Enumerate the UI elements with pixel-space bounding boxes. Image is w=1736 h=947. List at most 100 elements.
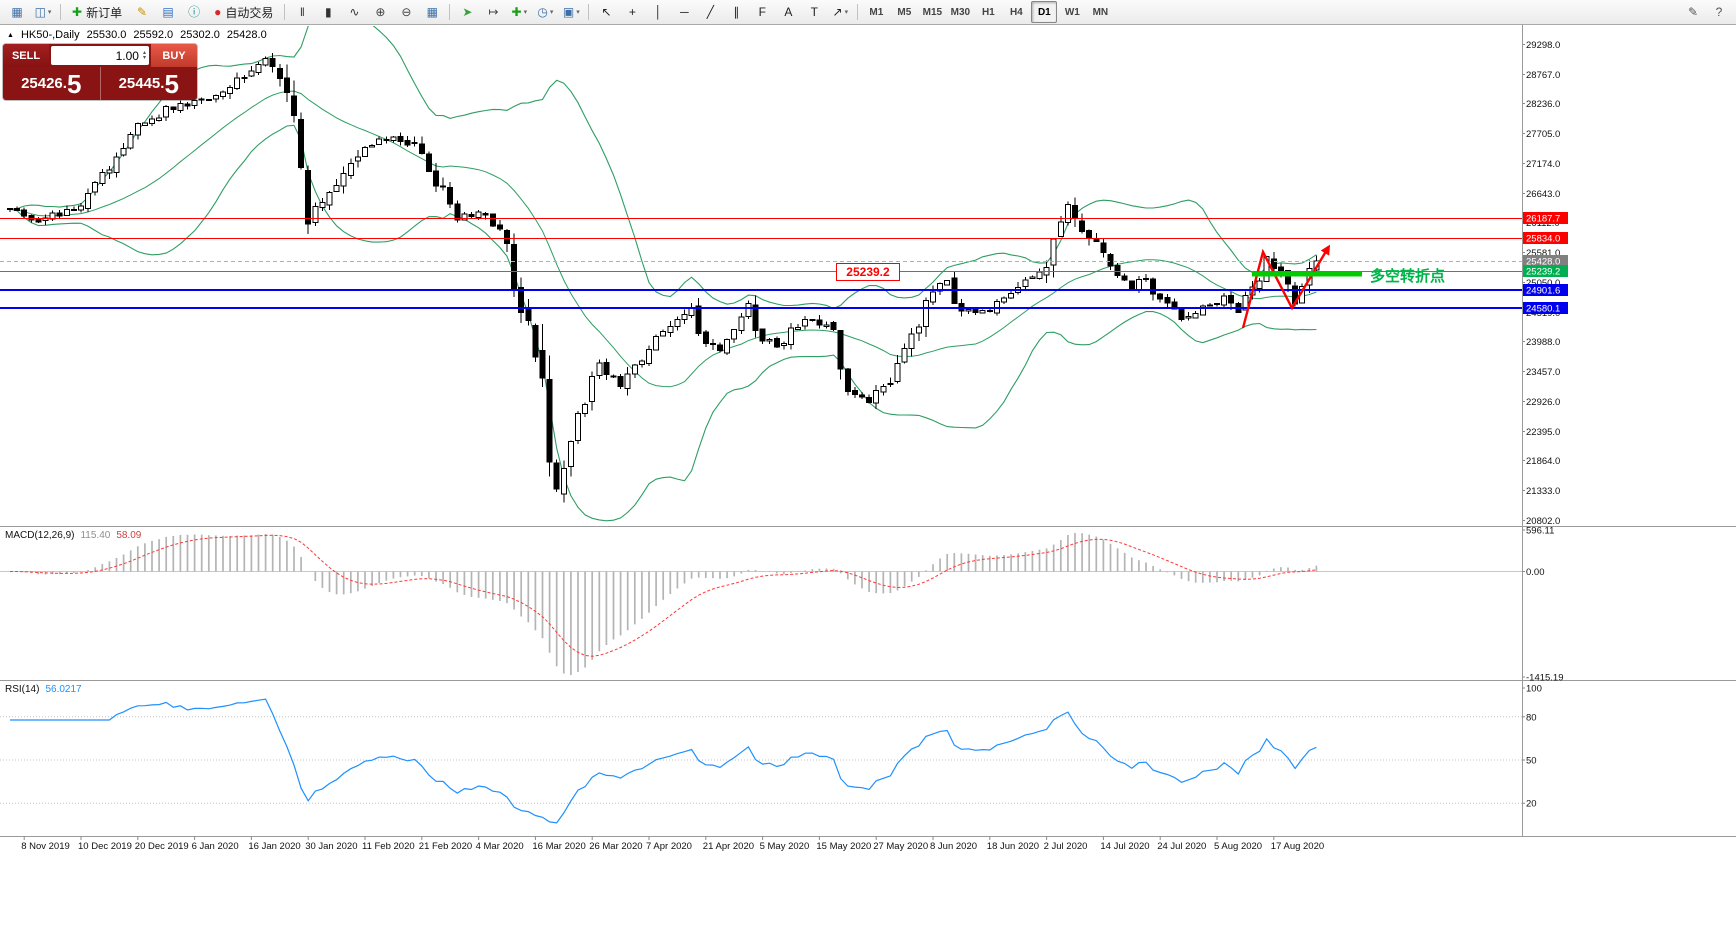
templates-button[interactable]: ▣ ▾ [559,1,583,23]
new-order-icon: ✚ [72,5,83,19]
edit-button[interactable]: ✎ [1681,1,1705,23]
profiles-button[interactable]: ◫ ▾ [31,1,55,23]
rsi-name: RSI(14) [5,684,40,695]
main-chart-drawing [7,26,1320,522]
svg-text:50: 50 [1526,756,1537,767]
text-tool-icon: A [784,5,793,19]
svg-text:20: 20 [1526,799,1537,810]
help-button[interactable]: ? [1707,1,1731,23]
templates-caret-icon[interactable]: ▾ [576,9,580,16]
rsi-value: 56.0217 [45,684,82,695]
indicators-button[interactable]: ✚ ▾ [507,1,531,23]
auto-scroll-button[interactable]: ➤ [455,1,479,23]
bollinger-middle [9,90,1317,388]
zoom-in-button[interactable]: ⊕ [368,1,392,23]
svg-text:2 Jul 2020: 2 Jul 2020 [1044,841,1088,852]
indicators-caret-icon[interactable]: ▾ [523,9,528,16]
timeframe-w1-button[interactable]: W1 [1064,6,1080,18]
price-flag-25239[interactable]: 25239.2 [836,263,900,281]
channel-tool-button[interactable]: ∥ [724,1,748,23]
timeframe-m15-button[interactable]: M15 [922,6,943,18]
market-watch-button[interactable]: ▤ [156,1,180,23]
horizontal-line-tool-icon: ─ [680,5,689,19]
timeframe-h4-button[interactable]: H4 [1009,6,1023,18]
svg-text:25239.2: 25239.2 [1526,267,1560,278]
price-tag-25834.0 [1523,232,1568,244]
macd-panel-plot[interactable] [0,527,1522,680]
buy-price[interactable]: 25445. 5 [99,67,198,100]
tile-windows-button[interactable]: ▦ [420,1,444,23]
price-tag-25239.2 [1523,265,1568,277]
main-chart-plot[interactable] [0,26,1522,525]
tile-windows-icon: ▦ [426,5,439,19]
rsi-line [10,698,1317,824]
buy-button[interactable]: BUY [151,44,197,67]
timeframe-m30-button[interactable]: M30 [950,6,971,18]
data-window-button[interactable]: ⓘ [182,1,206,23]
timeframe-mn-button[interactable]: MN [1092,6,1109,18]
arrows-tool-caret-icon[interactable]: ▾ [844,9,849,16]
volume-down-arrow-icon[interactable]: ▾ [142,54,146,61]
one-click-panel-toggle[interactable]: ▲ [7,31,14,39]
rsi-panel-plot[interactable] [0,681,1522,836]
svg-text:14 Jul 2020: 14 Jul 2020 [1100,841,1149,852]
fibonacci-tool-button[interactable]: F [750,1,774,23]
volume-arrows[interactable]: ▴ ▾ [142,49,146,61]
periods-button[interactable]: ◷ ▾ [533,1,557,23]
svg-text:-1415.19: -1415.19 [1526,673,1564,684]
autotrading-button[interactable]: ● 自动交易 [208,1,279,23]
sell-price[interactable]: 25426. 5 [21,68,82,99]
volume-value[interactable]: 1.00 [115,48,139,63]
price-tag-24901.6 [1523,284,1568,296]
price-axis[interactable] [1522,25,1736,836]
bollinger-upper [9,26,1317,310]
cursor-tool-button[interactable]: ↖ [594,1,618,23]
volume-spinner[interactable]: 1.00 ▴ ▾ [51,46,149,65]
time-axis[interactable] [0,837,1522,858]
label-tool-button[interactable]: T [802,1,826,23]
line-chart-mode-button[interactable]: ∿ [342,1,366,23]
volume-up-arrow-icon[interactable]: ▴ [142,49,146,56]
svg-text:596.11: 596.11 [1526,526,1554,537]
svg-text:11 Feb 2020: 11 Feb 2020 [362,841,415,852]
new-order-label: 新订单 [86,5,123,20]
svg-text:21864.0: 21864.0 [1526,456,1560,467]
timeframe-d1-button[interactable]: D1 [1031,1,1058,23]
svg-text:24901.6: 24901.6 [1526,286,1560,297]
svg-text:26187.7: 26187.7 [1526,214,1560,225]
svg-text:29298.0: 29298.0 [1526,40,1560,51]
text-tool-button[interactable]: A [776,1,800,23]
periods-caret-icon[interactable]: ▾ [549,9,554,16]
candlestick-mode-button[interactable]: ▮ [316,1,340,23]
chart-header: ▲ HK50-,Daily 25530.0 25592.0 25302.0 25… [7,29,267,41]
timeframe-m5-button[interactable]: M5 [897,6,912,18]
vertical-line-tool-button[interactable]: │ [646,1,670,23]
crosshair-tool-button[interactable]: + [620,1,644,23]
horizontal-line-tool-button[interactable]: ─ [672,1,696,23]
toolbar-separator [449,4,451,20]
timeframe-h1-button[interactable]: H1 [981,6,995,18]
periods-icon: ◷ [537,5,548,19]
chart-shift-button[interactable]: ↦ [481,1,505,23]
svg-text:20802.0: 20802.0 [1526,516,1560,527]
trendline-tool-button[interactable]: ╱ [698,1,722,23]
svg-text:25834.0: 25834.0 [1526,234,1560,245]
arrows-tool-button[interactable]: ↗ ▾ [828,1,852,23]
svg-text:20 Dec 2019: 20 Dec 2019 [135,841,189,852]
bar-chart-mode-button[interactable]: ‖ [290,1,314,23]
zigzag-annotation[interactable] [1241,244,1331,329]
ohlc-close: 25428.0 [226,29,267,41]
metaeditor-button[interactable]: ✎ [130,1,154,23]
new-order-button[interactable]: ✚ 新订单 [66,1,128,23]
timeframe-m1-button[interactable]: M1 [869,6,884,18]
auto-scroll-icon: ➤ [462,5,473,19]
svg-text:27174.0: 27174.0 [1526,159,1560,170]
svg-text:23988.0: 23988.0 [1526,337,1560,348]
macd-name: MACD(12,26,9) [5,530,75,541]
crosshair-tool-icon: + [628,5,636,19]
profiles-caret-icon[interactable]: ▾ [47,9,52,16]
sell-button[interactable]: SELL [3,44,49,67]
new-chart-button[interactable]: ▦ [5,1,29,23]
zoom-out-button[interactable]: ⊖ [394,1,418,23]
